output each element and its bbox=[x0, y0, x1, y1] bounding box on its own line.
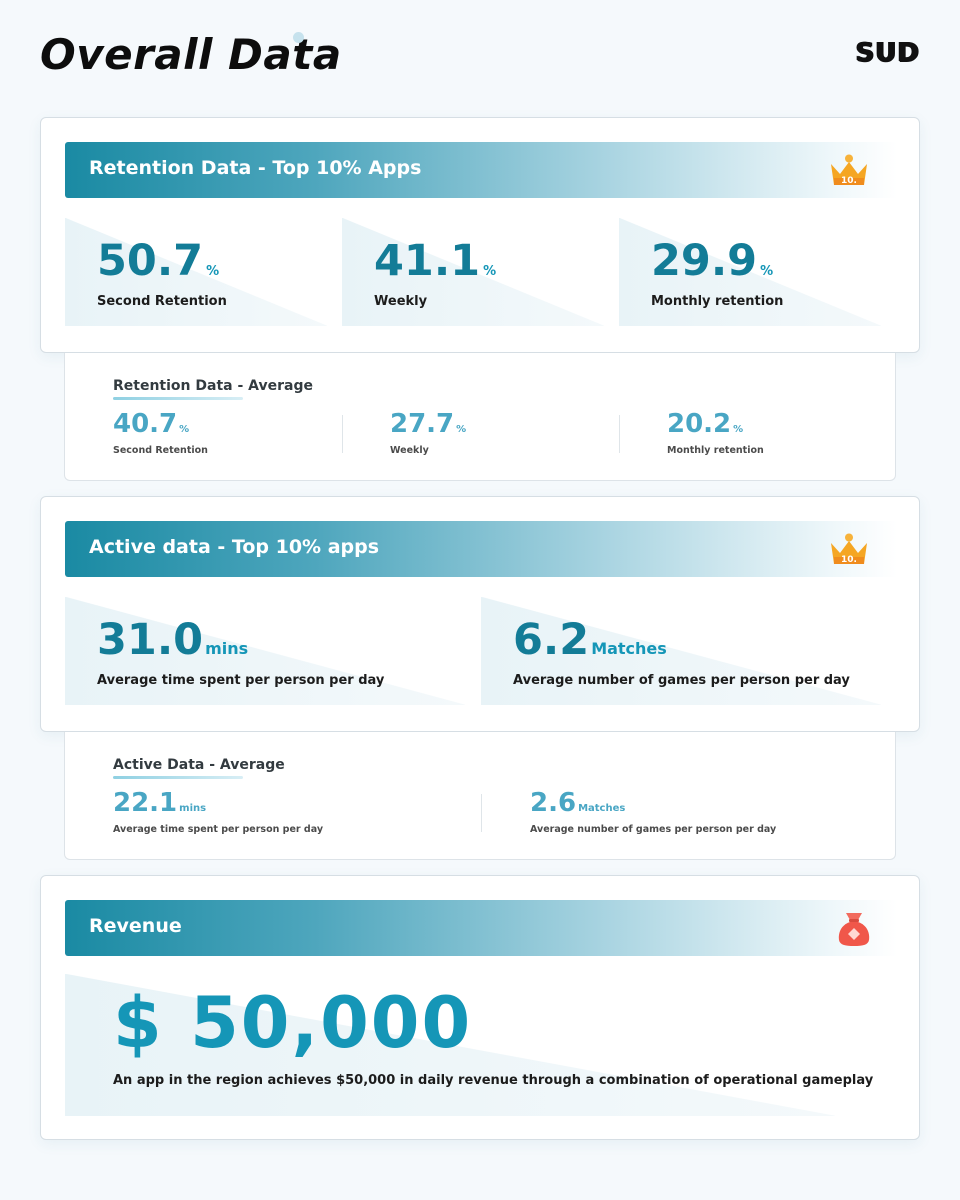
avg-stat-label: Monthly retention bbox=[667, 445, 764, 456]
avg-stat-label: Average number of games per person per d… bbox=[530, 824, 777, 835]
retention-average-card: Retention Data - Average 40.7% Second Re… bbox=[64, 353, 896, 481]
avg-stat-second-retention: 40.7% Second Retention bbox=[113, 411, 208, 456]
stat-label: Average number of games per person per d… bbox=[513, 673, 850, 688]
crown-badge-text: 10. bbox=[841, 176, 857, 186]
stat-label: Average time spent per person per day bbox=[97, 673, 385, 688]
title-underline bbox=[113, 776, 243, 779]
avg-stat-games-played: 2.6 Matches Average number of games per p… bbox=[530, 790, 776, 835]
money-bag-icon bbox=[838, 913, 870, 946]
revenue-tile: $ 50,000 An app in the region achieves $… bbox=[65, 974, 873, 1116]
stat-label: Monthly retention bbox=[651, 294, 784, 309]
crown-icon: 10. bbox=[831, 154, 867, 186]
active-top-title: Active data - Top 10% apps bbox=[89, 536, 380, 558]
retention-top-card: Retention Data - Top 10% Apps 10. 50.7% … bbox=[40, 117, 920, 353]
brand-logo: SUD bbox=[855, 38, 920, 68]
stat-value: 31.0 mins bbox=[97, 615, 249, 665]
crown-badge-text: 10. bbox=[841, 555, 857, 565]
retention-average-title: Retention Data - Average bbox=[113, 378, 313, 394]
retention-top-banner: Retention Data - Top 10% Apps 10. bbox=[65, 142, 897, 198]
stat-value: 50.7% bbox=[97, 236, 220, 286]
avg-stat-monthly-retention: 20.2% Monthly retention bbox=[667, 411, 764, 456]
avg-stat-weekly: 27.7% Weekly bbox=[390, 411, 466, 456]
avg-stat-label: Second Retention bbox=[113, 445, 208, 456]
retention-top-title: Retention Data - Top 10% Apps bbox=[89, 157, 422, 179]
revenue-value: $ 50,000 bbox=[113, 982, 473, 1064]
active-average-title: Active Data - Average bbox=[113, 757, 285, 773]
stat-value: 6.2 Matches bbox=[513, 615, 667, 665]
active-average-card: Active Data - Average 22.1 mins Average t… bbox=[64, 732, 896, 860]
avg-stat-time-spent: 22.1 mins Average time spent per person p… bbox=[113, 790, 323, 835]
title-decoration-dot bbox=[293, 32, 304, 43]
avg-stat-label: Weekly bbox=[390, 445, 429, 456]
stat-tile-monthly-retention: 29.9% Monthly retention bbox=[619, 218, 881, 326]
crown-icon: 10. bbox=[831, 533, 867, 565]
revenue-card: Revenue $ 50,000 An app in the region ac… bbox=[40, 875, 920, 1140]
stat-value: 41.1% bbox=[374, 236, 497, 286]
avg-stat-value: 2.6 Matches bbox=[530, 788, 626, 818]
avg-stat-label: Average time spent per person per day bbox=[113, 824, 324, 835]
page-title: Overall Data bbox=[40, 30, 342, 79]
avg-stat-value: 27.7% bbox=[390, 409, 467, 439]
revenue-title: Revenue bbox=[89, 915, 182, 937]
avg-stat-value: 40.7% bbox=[113, 409, 190, 439]
divider bbox=[342, 415, 343, 453]
avg-stat-value: 22.1 mins bbox=[113, 788, 207, 818]
stat-label: Second Retention bbox=[97, 294, 227, 309]
revenue-banner: Revenue bbox=[65, 900, 897, 956]
stat-label: Weekly bbox=[374, 294, 428, 309]
stat-value: 29.9% bbox=[651, 236, 774, 286]
stat-tile-second-retention: 50.7% Second Retention bbox=[65, 218, 327, 326]
active-top-card: Active data - Top 10% apps 10. 31.0 mins … bbox=[40, 496, 920, 732]
stat-tile-time-spent: 31.0 mins Average time spent per person p… bbox=[65, 597, 465, 705]
avg-stat-value: 20.2% bbox=[667, 409, 744, 439]
divider bbox=[481, 794, 482, 832]
active-top-banner: Active data - Top 10% apps 10. bbox=[65, 521, 897, 577]
title-underline bbox=[113, 397, 243, 400]
stat-tile-games-played: 6.2 Matches Average number of games per p… bbox=[481, 597, 881, 705]
divider bbox=[619, 415, 620, 453]
stat-tile-weekly: 41.1% Weekly bbox=[342, 218, 604, 326]
revenue-description: An app in the region achieves $50,000 in… bbox=[113, 1073, 874, 1088]
